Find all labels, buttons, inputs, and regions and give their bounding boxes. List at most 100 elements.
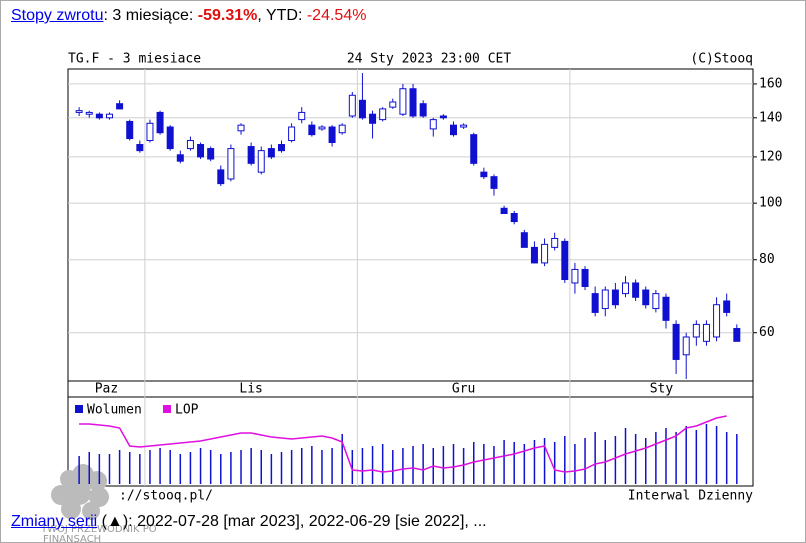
- candle-body: [156, 111, 164, 134]
- candle-body: [551, 237, 559, 248]
- candle-body: [591, 293, 599, 313]
- y-tick-label: 60: [759, 325, 775, 340]
- candle-body: [429, 119, 437, 130]
- changes-text: (▲): 2022-07-28 [mar 2023], 2022-06-29 […: [97, 513, 487, 530]
- candle-body: [510, 213, 518, 223]
- y-tick-label: 140: [759, 110, 782, 125]
- frame: [67, 68, 754, 487]
- candle-body: [713, 304, 721, 338]
- candle-body: [247, 146, 255, 164]
- legend-label: LOP: [175, 403, 199, 418]
- candle-body: [642, 289, 650, 306]
- y-tick-label: 100: [759, 196, 782, 211]
- candle-body: [95, 113, 103, 119]
- candle-body: [541, 243, 549, 264]
- candle-body: [611, 289, 619, 306]
- candle-body: [237, 124, 245, 132]
- candle-body: [450, 124, 458, 136]
- candle-body: [217, 169, 225, 185]
- label: , YTD:: [257, 7, 307, 24]
- candle-body: [702, 323, 710, 342]
- source: ://stooq.pl/: [119, 489, 213, 504]
- value: -59.31%: [197, 7, 258, 24]
- changes-line: Zmiany serii (▲): 2022-07-28 [mar 2023],…: [11, 513, 487, 531]
- changes-link[interactable]: Zmiany serii: [11, 513, 98, 530]
- candle-body: [652, 293, 660, 310]
- candle-body: [480, 171, 488, 178]
- candle-body: [166, 126, 174, 150]
- candle-body: [561, 240, 569, 281]
- candle-body: [692, 323, 700, 338]
- y-tick-label: 160: [759, 76, 782, 91]
- logo-text: FINANSACH: [43, 534, 101, 542]
- candle-body: [460, 124, 468, 128]
- candle-body: [369, 113, 377, 124]
- candle-body: [389, 101, 397, 108]
- candle-body: [197, 144, 205, 158]
- candle-body: [571, 268, 579, 284]
- candle-body: [419, 103, 427, 117]
- credit: (C)Stooq: [690, 52, 753, 67]
- candle-body: [75, 110, 83, 113]
- returns-line: Stopy zwrotu: 3 miesiące: -59.31%, YTD: …: [11, 7, 366, 25]
- candle-body: [470, 134, 478, 164]
- candle-body: [176, 154, 184, 162]
- y-tick-label: 120: [759, 149, 782, 164]
- candle-body: [581, 268, 589, 287]
- candle-body: [672, 323, 680, 360]
- candle-body: [298, 111, 306, 121]
- candle-body: [267, 148, 275, 158]
- subtitle: 24 Sty 2023 23:00 CET: [347, 52, 512, 67]
- candle-body: [733, 328, 741, 342]
- candle-body: [105, 113, 113, 119]
- chart-title: TG.F - 3 miesiace: [68, 52, 201, 67]
- candle-body: [622, 282, 630, 295]
- candle-body: [85, 111, 93, 115]
- candle-body: [500, 207, 508, 215]
- legend-swatch: [163, 405, 171, 413]
- candle-body: [409, 88, 417, 117]
- candle-body: [662, 296, 670, 321]
- candle-body: [116, 103, 124, 110]
- candle-body: [328, 126, 336, 144]
- candle-body: [146, 122, 154, 142]
- x-tick-label: Gru: [452, 382, 475, 397]
- candle-body: [288, 126, 296, 142]
- candle-body: [530, 246, 538, 264]
- candle-body: [318, 126, 326, 130]
- lop-line: [79, 415, 727, 473]
- candle-body: [277, 144, 285, 152]
- candle-body: [601, 289, 609, 310]
- label: : 3 miesiące:: [103, 7, 198, 24]
- x-tick-label: Lis: [239, 382, 262, 397]
- candle-body: [379, 108, 387, 121]
- legend-swatch: [75, 405, 83, 413]
- candle-body: [136, 144, 144, 152]
- interval: Interwal Dzienny: [628, 489, 753, 504]
- candle-body: [126, 120, 134, 140]
- candle-body: [632, 282, 640, 298]
- returns-link[interactable]: Stopy zwrotu: [11, 7, 104, 24]
- candle-body: [348, 94, 356, 117]
- candle-body: [723, 300, 731, 313]
- x-tick-label: Sty: [650, 382, 674, 397]
- candle-body: [439, 115, 447, 119]
- legend-label: Wolumen: [87, 403, 142, 418]
- candle-body: [308, 124, 316, 136]
- candle-body: [358, 99, 366, 119]
- candle-body: [490, 176, 498, 189]
- candle-body: [338, 124, 346, 134]
- candle-body: [520, 232, 528, 248]
- candle-body: [399, 88, 407, 115]
- logo-text: TWÓJ PRZEWODNIK PO: [40, 522, 157, 535]
- candle-body: [257, 150, 265, 173]
- candle-body: [207, 148, 215, 160]
- candle-body: [186, 140, 194, 150]
- value: -24.54%: [306, 7, 367, 24]
- y-tick-label: 80: [759, 252, 775, 267]
- candle-body: [682, 336, 690, 356]
- x-tick-label: Paz: [95, 382, 118, 397]
- logo: [51, 464, 109, 520]
